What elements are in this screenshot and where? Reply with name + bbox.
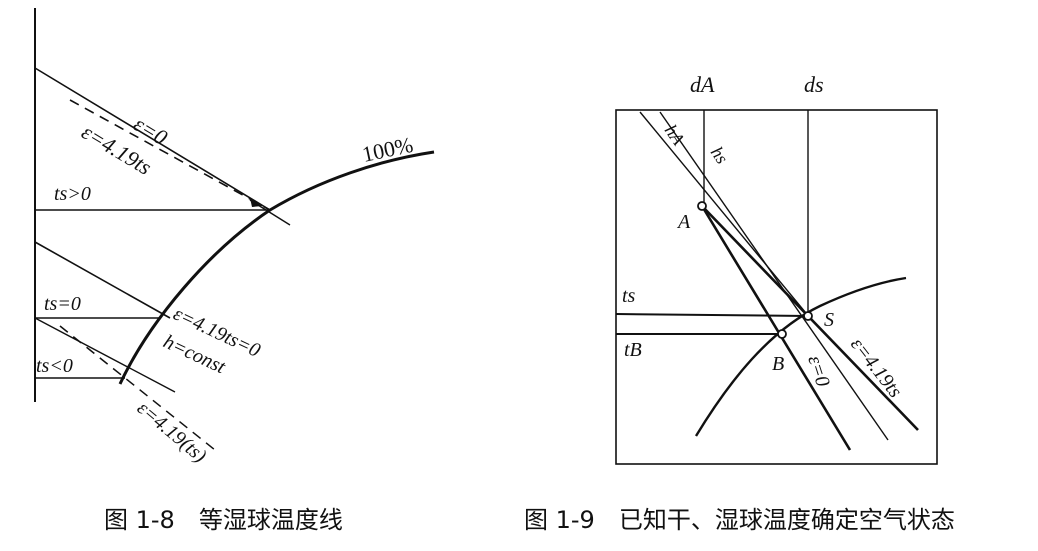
caption-title: 已知干、湿球温度确定空气状态 bbox=[618, 506, 955, 534]
label-dA: dA bbox=[690, 72, 715, 97]
label-100pct: 100% bbox=[360, 132, 415, 167]
caption-figure-1-8: 图 1-8 等湿球温度线 bbox=[104, 500, 343, 535]
line-hA bbox=[639, 111, 811, 319]
line-h-const bbox=[34, 317, 176, 393]
label-ts-gt0: ts>0 bbox=[54, 183, 91, 205]
line-ts bbox=[615, 313, 809, 317]
label-tB: tB bbox=[624, 339, 642, 361]
label-ts-lt0: ts<0 bbox=[36, 355, 73, 377]
label-ts: ts bbox=[622, 285, 636, 307]
caption-figure-1-9: 图 1-9 已知干、湿球温度确定空气状态 bbox=[524, 500, 955, 535]
line-eps0 bbox=[34, 67, 271, 211]
label-hA: hA bbox=[661, 121, 689, 150]
point-B bbox=[777, 329, 787, 339]
label-A: A bbox=[676, 211, 691, 233]
point-A bbox=[697, 201, 707, 211]
label-ds: ds bbox=[804, 72, 824, 97]
label-B: B bbox=[772, 353, 784, 375]
label-eps419paren: ε=4.19(ts) bbox=[133, 397, 211, 467]
label-ts-eq0: ts=0 bbox=[44, 293, 81, 315]
caption-title: 等湿球温度线 bbox=[198, 506, 343, 534]
line-A-B bbox=[700, 205, 852, 451]
point-S bbox=[803, 311, 813, 321]
figure-1-9: dA ds hA hs A S B ts tB ε=0 ε=4.19ts bbox=[615, 72, 938, 465]
line-hs bbox=[659, 111, 889, 441]
line-h-const-upper bbox=[34, 241, 171, 319]
plot-frame bbox=[615, 109, 938, 465]
line-eps419-dashed bbox=[69, 99, 271, 211]
caption-number: 图 1-8 bbox=[104, 506, 175, 534]
caption-number: 图 1-9 bbox=[524, 506, 595, 534]
arrowhead bbox=[250, 198, 262, 207]
label-hs: hs bbox=[707, 143, 733, 168]
label-eps0-right: ε=0 bbox=[803, 353, 834, 390]
figure-1-8: ε=0 ε=4.19ts 100% ts>0 ts=0 ts<0 ε=4.19t… bbox=[34, 8, 435, 467]
label-eps0: ε=0 bbox=[129, 111, 171, 150]
label-S: S bbox=[824, 309, 834, 331]
